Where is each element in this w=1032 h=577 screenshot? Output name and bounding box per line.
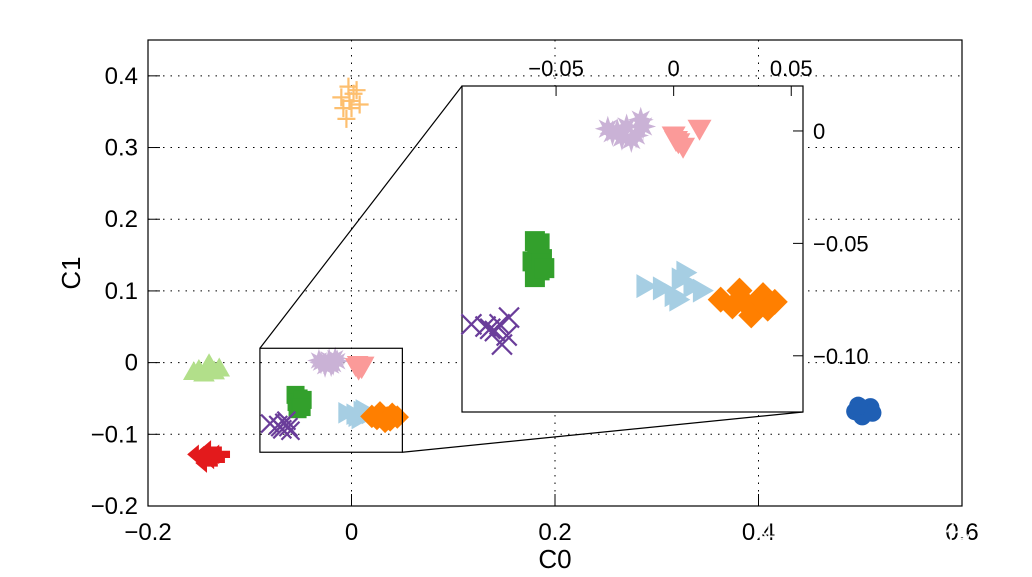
data-point [332, 88, 351, 107]
data-point [726, 277, 753, 304]
data-point [207, 444, 231, 465]
x-tick-label: 0.6 [945, 519, 978, 546]
data-point [618, 126, 645, 153]
data-point [849, 396, 868, 415]
data-point [187, 444, 210, 465]
inset-x-tick-label: −0.05 [528, 56, 584, 81]
data-point [199, 440, 222, 460]
data-point [599, 120, 626, 147]
data-point [652, 276, 674, 301]
y-tick-label: −0.2 [91, 493, 138, 520]
data-point [498, 306, 520, 329]
zoom-connector [402, 411, 804, 453]
x-tick-label: 0.2 [538, 519, 571, 546]
data-point [754, 295, 781, 322]
y-tick-label: 0.1 [105, 278, 138, 305]
data-point [636, 274, 658, 299]
data-point [337, 109, 356, 128]
x-tick-label: 0 [345, 519, 358, 546]
data-point [323, 346, 347, 371]
data-point [534, 258, 555, 279]
data-point [692, 278, 714, 303]
data-point [280, 420, 301, 441]
data-point [347, 81, 366, 100]
y-tick-label: 0.2 [105, 206, 138, 233]
x-axis-title: C0 [538, 544, 571, 572]
y-axis-title: C1 [56, 256, 86, 289]
data-point [491, 333, 513, 356]
data-point [351, 407, 371, 430]
data-point [350, 360, 373, 380]
data-point [664, 130, 689, 152]
inset-x-tick-label: 0 [668, 56, 680, 81]
y-tick-label: 0.3 [105, 135, 138, 162]
data-point [529, 233, 550, 254]
data-point [182, 361, 205, 381]
x-tick-label: 0.4 [742, 519, 775, 546]
inset-x-tick-label: 0.05 [770, 56, 813, 81]
inset-y-tick-label: −0.05 [813, 231, 869, 256]
data-point [198, 353, 220, 373]
data-point [195, 453, 218, 473]
inset-y-tick-label: 0 [813, 119, 825, 144]
watermark-text: 知乎 @一朵小脑花 [754, 515, 970, 545]
data-point [340, 91, 359, 110]
y-tick-label: 0.4 [105, 63, 138, 90]
data-point [270, 417, 291, 437]
y-tick-label: −0.1 [91, 421, 138, 448]
data-point [627, 106, 654, 133]
data-point [292, 398, 311, 417]
data-point [350, 95, 369, 114]
y-tick-label: 0 [125, 350, 138, 377]
data-point [863, 403, 882, 422]
x-tick-label: −0.2 [124, 519, 171, 546]
data-point [373, 409, 397, 434]
data-point [687, 119, 712, 141]
zoom-connector [259, 85, 463, 349]
inset-y-tick-label: −0.10 [813, 344, 869, 369]
data-point [474, 315, 497, 338]
data-point [344, 84, 363, 103]
zoom-box [259, 347, 403, 453]
data-point [669, 287, 691, 312]
data-point [676, 260, 698, 285]
